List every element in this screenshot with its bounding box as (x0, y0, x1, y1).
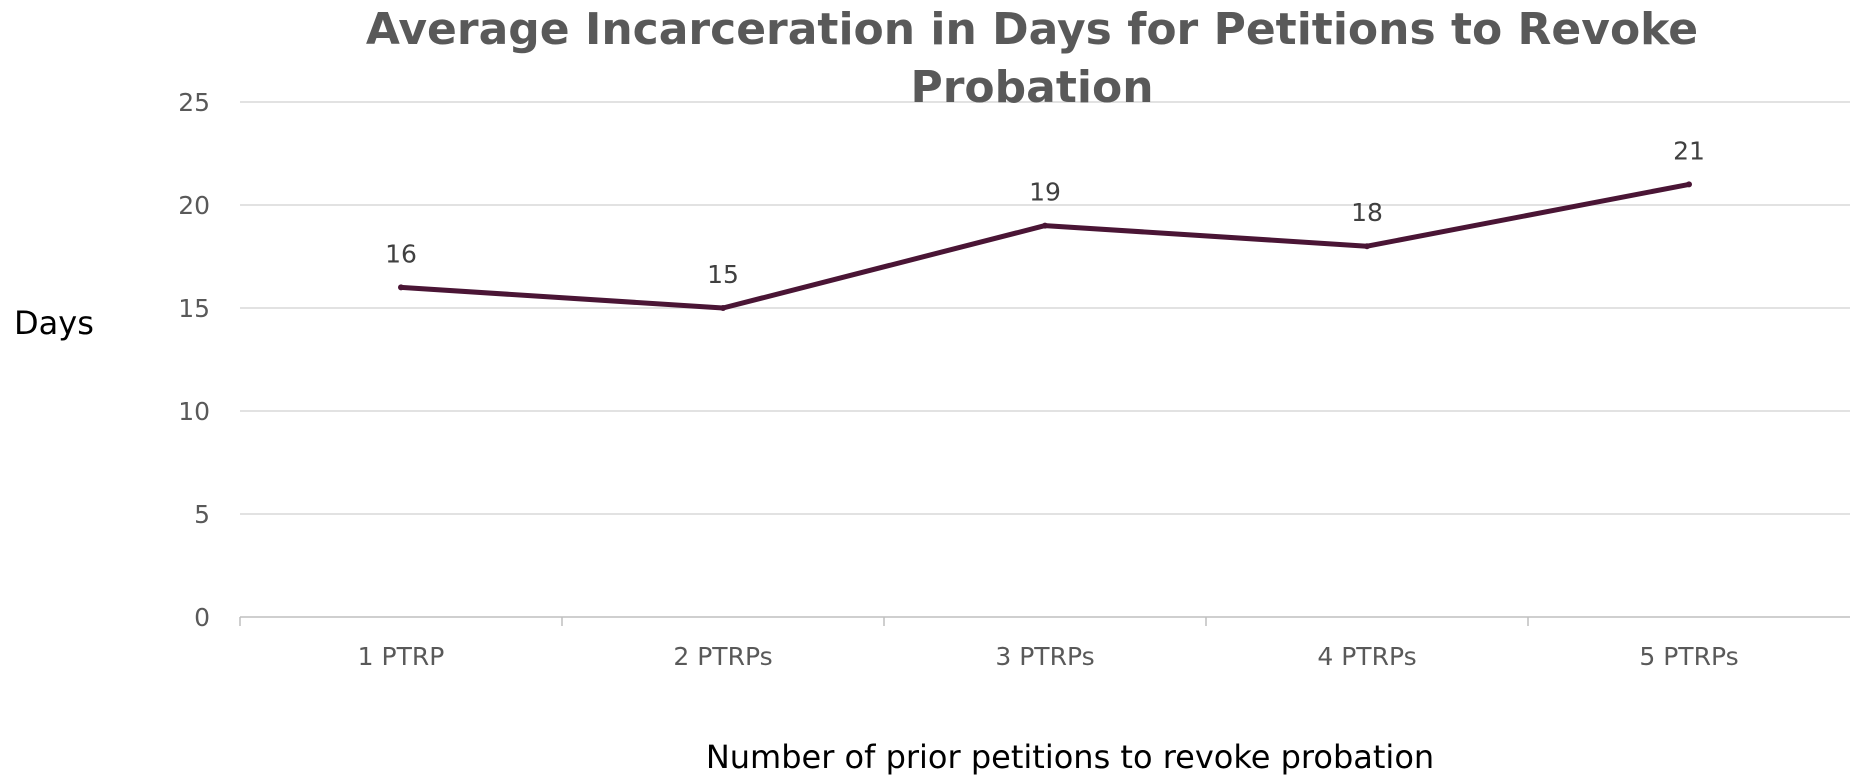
y-tick-label-2: 10 (178, 397, 210, 426)
x-tick-label-4: 5 PTRPs (1639, 642, 1738, 671)
data-labels: 16 15 19 18 21 (385, 136, 1705, 289)
data-point-3 (1364, 243, 1370, 250)
data-label-2: 19 (1029, 178, 1061, 207)
data-label-3: 18 (1351, 198, 1383, 227)
y-tick-label-4: 20 (178, 191, 210, 220)
x-tick-label-0: 1 PTRP (358, 642, 445, 671)
gridlines (240, 101, 1850, 515)
chart-title-line-2: Probation (910, 62, 1153, 113)
axes (239, 616, 1850, 626)
data-point-4 (1686, 181, 1692, 188)
y-tick-label-0: 0 (194, 603, 210, 632)
x-tick-label-3: 4 PTRPs (1317, 642, 1416, 671)
data-label-1: 15 (707, 260, 739, 289)
x-tick-labels: 1 PTRP 2 PTRPs 3 PTRPs 4 PTRPs 5 PTRPs (358, 642, 1739, 671)
data-label-0: 16 (385, 239, 417, 268)
chart-title-line-1: Average Incarceration in Days for Petiti… (366, 4, 1698, 55)
x-axis-title: Number of prior petitions to revoke prob… (706, 738, 1434, 776)
y-tick-label-3: 15 (178, 294, 210, 323)
y-tick-labels: 0 5 10 15 20 25 (178, 88, 210, 632)
x-tick-label-1: 2 PTRPs (673, 642, 772, 671)
y-tick-label-5: 25 (178, 88, 210, 117)
data-label-4: 21 (1673, 136, 1705, 165)
data-point-2 (1042, 222, 1048, 229)
data-point-1 (720, 305, 726, 311)
y-axis-title: Days (14, 304, 94, 342)
data-point-0 (398, 284, 404, 291)
series-group (398, 181, 1692, 311)
x-tick-label-2: 3 PTRPs (995, 642, 1094, 671)
y-tick-label-1: 5 (194, 500, 210, 529)
